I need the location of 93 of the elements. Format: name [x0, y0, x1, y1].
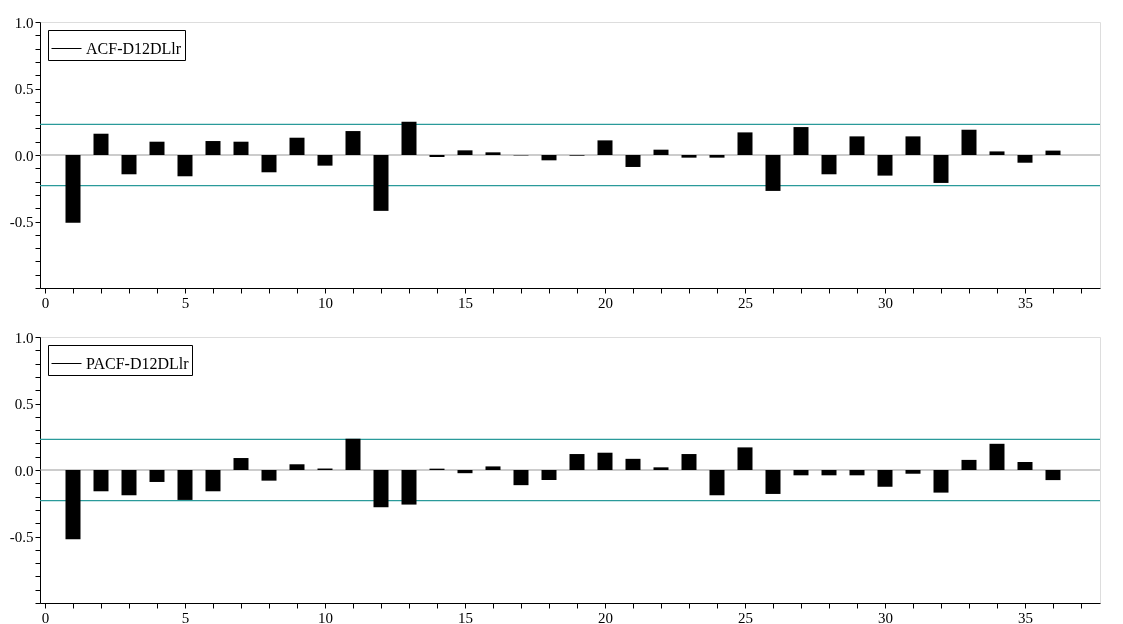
x-tick-label: 0	[41, 294, 50, 311]
bar	[709, 155, 725, 158]
bar	[289, 464, 305, 470]
bar	[877, 470, 893, 487]
bar	[905, 136, 921, 155]
bar	[877, 155, 893, 176]
bar	[513, 470, 529, 486]
bar	[1045, 470, 1061, 481]
bar	[65, 470, 81, 540]
legend-label: PACF-D12DLlr	[86, 354, 190, 372]
bar	[793, 127, 809, 155]
bar	[401, 121, 417, 155]
bar	[765, 470, 781, 494]
bar	[765, 155, 781, 191]
legend-label: ACF-D12DLlr	[86, 39, 182, 57]
bar	[1045, 150, 1061, 155]
bar	[457, 150, 473, 155]
bar	[989, 151, 1005, 155]
y-tick-label: 1.0	[14, 14, 34, 31]
x-tick-label: 10	[318, 294, 333, 311]
bar	[989, 443, 1005, 470]
bar	[261, 470, 277, 481]
bar	[149, 141, 165, 155]
bar	[121, 155, 137, 175]
x-tick-label: 20	[598, 294, 613, 311]
bar	[933, 470, 949, 493]
bar	[65, 155, 81, 223]
x-tick-label: 0	[41, 609, 50, 624]
bar	[373, 470, 389, 508]
x-tick-label: 15	[458, 609, 473, 624]
bar	[849, 136, 865, 155]
bar	[121, 470, 137, 496]
x-tick-label: 20	[598, 609, 613, 624]
x-tick-label: 30	[878, 294, 893, 311]
bar	[681, 454, 697, 470]
bar	[485, 152, 501, 155]
bar	[177, 155, 193, 177]
bar	[1017, 155, 1033, 163]
bar	[569, 454, 585, 470]
x-tick-label: 25	[738, 294, 753, 311]
bar	[401, 470, 417, 505]
bar	[597, 452, 613, 470]
bar	[345, 438, 361, 470]
y-tick-label: 0.5	[14, 396, 34, 412]
bar	[625, 155, 641, 167]
x-tick-label: 15	[458, 294, 473, 311]
bar	[373, 155, 389, 211]
bar	[597, 140, 613, 155]
bar	[233, 141, 249, 155]
bar	[541, 470, 557, 480]
bar	[149, 470, 165, 482]
x-tick-label: 35	[1018, 609, 1033, 624]
bar	[933, 155, 949, 183]
bar	[177, 470, 193, 500]
bar	[345, 131, 361, 155]
y-tick-label: 1.0	[14, 329, 34, 346]
bar	[961, 129, 977, 155]
y-tick-label: -0.5	[9, 214, 34, 230]
bar	[709, 470, 725, 496]
bar	[93, 470, 109, 492]
x-tick-label: 30	[878, 609, 893, 624]
bar	[93, 133, 109, 155]
bar	[821, 155, 837, 175]
bar	[233, 458, 249, 470]
y-tick-label: 0.5	[14, 81, 34, 97]
bar	[625, 458, 641, 470]
x-tick-label: 10	[318, 609, 333, 624]
bar	[317, 155, 333, 166]
bar	[1017, 462, 1033, 470]
x-tick-label: 5	[181, 294, 190, 311]
bar	[457, 470, 473, 474]
y-tick-label: -0.5	[9, 529, 34, 545]
bar	[849, 470, 865, 476]
bar	[905, 470, 921, 474]
x-tick-label: 5	[181, 609, 190, 624]
bar	[793, 470, 809, 476]
bar	[653, 149, 669, 155]
bar	[653, 467, 669, 470]
x-tick-label: 25	[738, 609, 753, 624]
bar	[205, 141, 221, 155]
x-tick-label: 35	[1018, 294, 1033, 311]
bar	[961, 459, 977, 470]
bar	[261, 155, 277, 173]
bar	[289, 137, 305, 155]
bar	[541, 155, 557, 161]
bar	[821, 470, 837, 476]
bar	[681, 155, 697, 158]
bar	[737, 447, 753, 470]
bar	[205, 470, 221, 492]
bar	[485, 466, 501, 470]
bar	[737, 132, 753, 155]
y-tick-label: 0.0	[14, 147, 34, 164]
y-tick-label: 0.0	[14, 462, 34, 479]
